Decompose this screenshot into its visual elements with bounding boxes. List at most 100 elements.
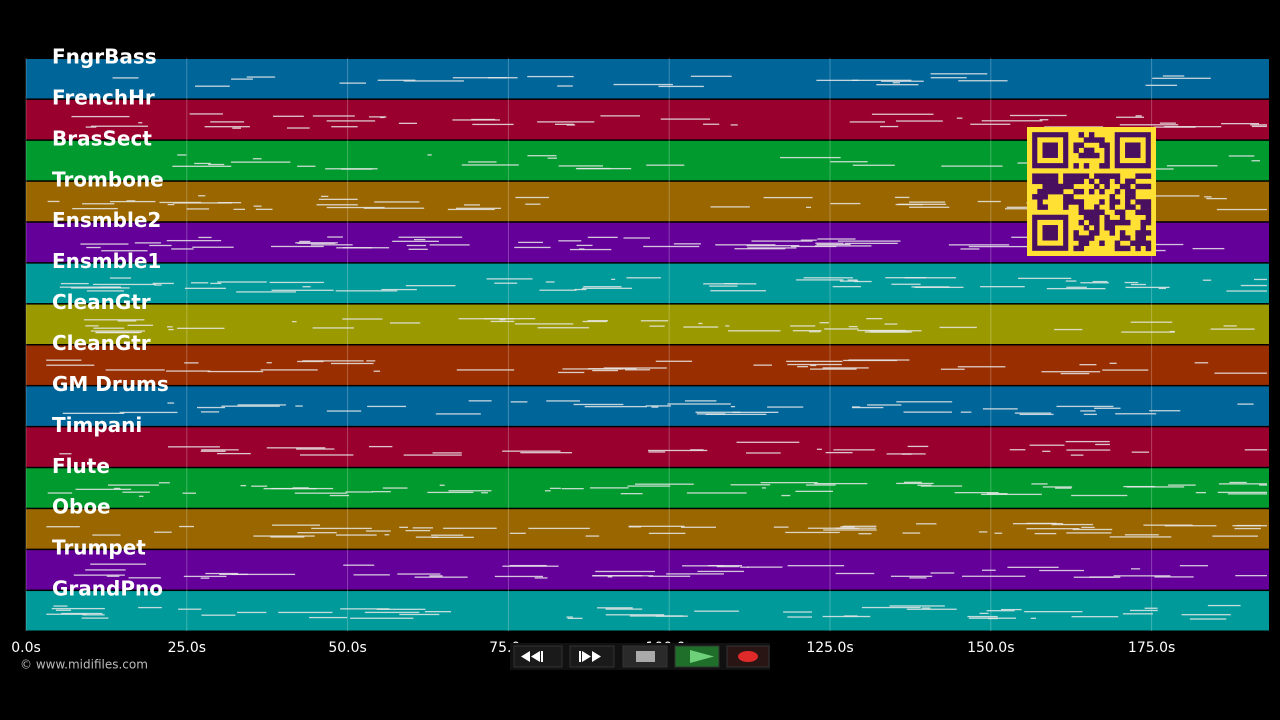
record-button[interactable]: [726, 645, 770, 668]
note: [186, 208, 210, 210]
note: [686, 492, 747, 494]
note: [127, 324, 154, 326]
play-button[interactable]: [674, 645, 720, 668]
qr-cell: [1104, 173, 1110, 179]
qr-cell: [1052, 188, 1059, 195]
note: [930, 73, 988, 75]
note: [231, 78, 253, 80]
qr-cell: [1104, 152, 1110, 159]
note: [1214, 372, 1267, 374]
rewind-button[interactable]: [513, 645, 563, 668]
time-axis: 0.0s25.0s50.0s75.0s100.0s125.0s150.0s175…: [11, 640, 1175, 656]
note: [1066, 286, 1087, 288]
note: [824, 328, 859, 330]
note: [646, 164, 685, 166]
note: [903, 411, 952, 413]
note: [1083, 413, 1097, 416]
note: [1030, 617, 1037, 619]
qr-cell: [1119, 245, 1126, 252]
note: [514, 246, 551, 249]
note: [390, 322, 421, 324]
note: [734, 248, 786, 250]
note: [1135, 115, 1142, 117]
note: [509, 564, 547, 567]
note: [1223, 325, 1237, 327]
qr-cell: [1130, 178, 1136, 185]
note: [694, 610, 739, 612]
note: [195, 85, 230, 87]
qr-cell: [1088, 137, 1095, 143]
note: [1095, 443, 1110, 446]
forward-button[interactable]: [569, 645, 615, 668]
note: [46, 359, 82, 361]
note: [1158, 287, 1167, 290]
note: [683, 326, 719, 328]
qr-cell: [1099, 173, 1105, 179]
qr-cell: [1073, 178, 1079, 185]
qr-cell: [1078, 132, 1085, 138]
note: [61, 612, 103, 615]
qr-cell: [1119, 214, 1126, 221]
qr-cell: [1083, 214, 1090, 221]
note: [1130, 321, 1173, 323]
note: [113, 487, 121, 490]
qr-cell: [1125, 235, 1131, 241]
time-tick-label: 50.0s: [328, 640, 366, 656]
qr-cell: [1099, 240, 1105, 246]
note: [648, 575, 691, 577]
qr-cell: [1145, 183, 1152, 190]
note: [790, 245, 837, 248]
note: [80, 243, 129, 245]
qr-cell: [1073, 147, 1079, 154]
qr-cell: [1140, 230, 1146, 236]
note: [427, 154, 432, 156]
qr-cell: [1145, 240, 1152, 246]
stop-button[interactable]: [622, 645, 668, 668]
qr-cell: [1078, 235, 1085, 241]
note: [1034, 532, 1057, 535]
note: [47, 492, 73, 494]
track-band: [26, 468, 1269, 508]
note: [325, 168, 378, 170]
note: [1042, 450, 1051, 452]
note: [154, 531, 172, 533]
qr-cell: [1037, 199, 1043, 205]
note: [432, 452, 462, 454]
note: [1212, 535, 1258, 537]
note: [1237, 403, 1254, 405]
note: [253, 535, 315, 537]
qr-cell: [1063, 194, 1069, 200]
qr-finder: [1125, 142, 1141, 158]
note: [85, 569, 126, 571]
qr-cell: [1109, 230, 1116, 236]
note: [651, 406, 659, 408]
track-label: FrenchHr: [52, 85, 155, 109]
note: [1207, 604, 1241, 607]
note: [519, 317, 536, 320]
note: [747, 566, 783, 568]
qr-cell: [1114, 240, 1121, 246]
note: [246, 76, 276, 78]
note: [885, 277, 926, 279]
note: [835, 572, 875, 575]
note: [292, 320, 297, 323]
note: [95, 331, 140, 334]
note: [210, 121, 245, 123]
track-label: Flute: [52, 454, 110, 478]
note: [403, 80, 464, 82]
track-label: Trombone: [52, 167, 164, 191]
note: [398, 122, 418, 125]
note: [823, 529, 877, 531]
qr-cell: [1114, 199, 1121, 205]
qr-cell: [1099, 188, 1105, 195]
qr-cell: [1145, 245, 1152, 252]
qr-cell: [1078, 199, 1085, 205]
qr-cell: [1078, 142, 1085, 148]
note: [962, 575, 1026, 577]
note: [761, 487, 766, 489]
note: [62, 412, 125, 414]
note: [603, 367, 667, 369]
qr-cell: [1088, 214, 1095, 221]
note: [746, 245, 800, 247]
note: [896, 482, 934, 485]
